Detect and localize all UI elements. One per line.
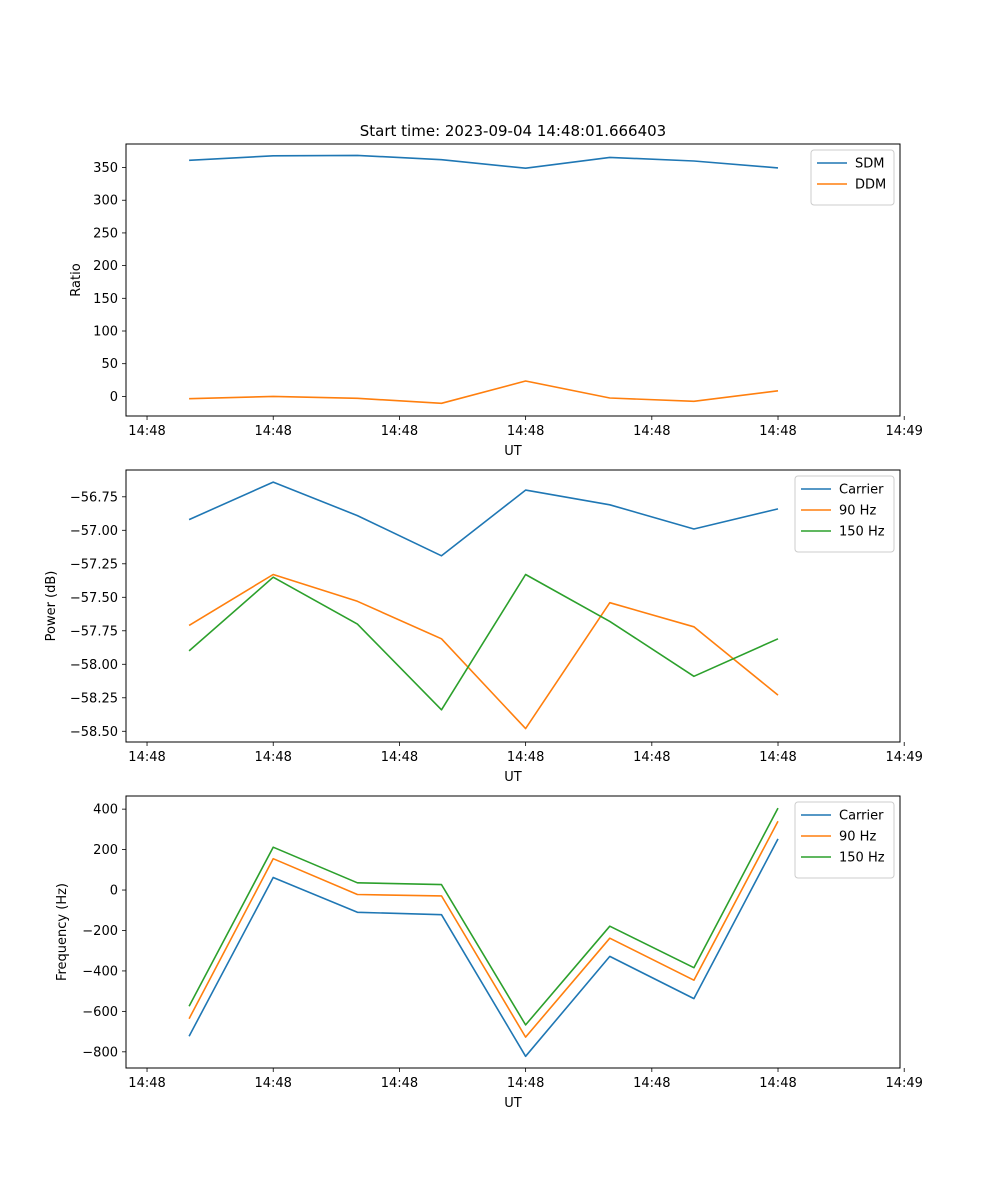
- y-tick-label: 50: [101, 357, 118, 372]
- y-tick-label: −56.75: [70, 490, 118, 505]
- series-line-150-hz: [188, 807, 779, 1026]
- x-tick-label: 14:48: [507, 1076, 544, 1091]
- x-tick-label: 14:48: [381, 1076, 418, 1091]
- y-tick-label: −58.25: [70, 691, 118, 706]
- legend-label: Carrier: [839, 809, 884, 824]
- series-line-90-hz: [188, 573, 779, 730]
- y-tick-label: −800: [82, 1045, 118, 1060]
- plot-area: [125, 143, 901, 417]
- legend-label: SDM: [855, 157, 884, 172]
- figure-title: Start time: 2023-09-04 14:48:01.666403: [360, 122, 666, 140]
- legend-label: 150 Hz: [839, 525, 885, 540]
- legend-label: Carrier: [839, 483, 884, 498]
- y-tick-label: 0: [110, 884, 118, 899]
- y-tick-label: 100: [93, 325, 118, 340]
- y-tick-label: −57.75: [70, 624, 118, 639]
- x-tick-label: 14:48: [507, 424, 544, 439]
- y-tick-label: −57.00: [70, 524, 118, 539]
- y-tick-label: 150: [93, 292, 118, 307]
- y-tick-label: 200: [93, 843, 118, 858]
- x-tick-label: 14:48: [381, 750, 418, 765]
- y-tick-label: 250: [93, 226, 118, 241]
- series-line-150-hz: [188, 573, 779, 711]
- series-line-carrier: [188, 838, 779, 1058]
- x-axis-label: UT: [504, 444, 522, 459]
- y-tick-label: 200: [93, 259, 118, 274]
- y-tick-label: 400: [93, 803, 118, 818]
- x-tick-label: 14:48: [128, 750, 165, 765]
- x-tick-label: 14:48: [381, 424, 418, 439]
- x-tick-label: 14:48: [633, 1076, 670, 1091]
- x-tick-label: 14:48: [759, 424, 796, 439]
- legend: Carrier 90 Hz 150 Hz: [794, 475, 895, 553]
- legend-label: 90 Hz: [839, 504, 876, 519]
- y-tick-label: −200: [82, 924, 118, 939]
- legend-label: 90 Hz: [839, 830, 876, 845]
- y-tick-label: −600: [82, 1005, 118, 1020]
- series-line-carrier: [188, 481, 779, 557]
- y-tick-label: −57.50: [70, 591, 118, 606]
- series-line-90-hz: [188, 820, 779, 1038]
- chart-panel-3: 14:48 14:48 14:48 14:48 14:48 14:48 14:49 −800 −…: [55, 795, 923, 1111]
- y-axis-label: Frequency (Hz): [55, 883, 70, 981]
- x-axis-label: UT: [504, 770, 522, 785]
- legend-box: [794, 801, 895, 879]
- x-tick-label: 14:48: [759, 1076, 796, 1091]
- y-axis-label: Power (dB): [44, 571, 59, 642]
- chart-panel-2: 14:48 14:48 14:48 14:48 14:48 14:48 14:49 −58.5…: [44, 469, 923, 785]
- series-line-sdm: [189, 154, 779, 169]
- y-tick-label: 350: [93, 161, 118, 176]
- x-tick-label: 14:49: [885, 1076, 922, 1091]
- x-tick-label: 14:48: [759, 750, 796, 765]
- x-axis-label: UT: [504, 1096, 522, 1111]
- plot-area: [125, 795, 901, 1069]
- y-tick-label: 300: [93, 194, 118, 209]
- x-tick-label: 14:48: [633, 424, 670, 439]
- legend-box: [794, 475, 895, 553]
- x-tick-label: 14:48: [633, 750, 670, 765]
- chart-panel-1: 14:48 14:48 14:48 14:48 14:48 14:48 14:49 0 50 10…: [69, 143, 923, 459]
- legend-label: DDM: [855, 178, 886, 193]
- legend: Carrier 90 Hz 150 Hz: [794, 801, 895, 879]
- y-tick-label: −57.25: [70, 557, 118, 572]
- x-tick-label: 14:48: [254, 424, 291, 439]
- y-axis-label: Ratio: [69, 263, 84, 296]
- x-tick-label: 14:48: [254, 1076, 291, 1091]
- y-tick-label: −58.00: [70, 658, 118, 673]
- x-tick-label: 14:48: [128, 1076, 165, 1091]
- x-tick-label: 14:48: [254, 750, 291, 765]
- plot-area: [125, 469, 901, 743]
- y-tick-label: −58.50: [70, 725, 118, 740]
- x-tick-label: 14:49: [885, 424, 922, 439]
- y-tick-label: 0: [110, 390, 118, 405]
- y-tick-label: −400: [82, 964, 118, 979]
- series-line-ddm: [189, 380, 779, 405]
- x-tick-label: 14:48: [128, 424, 165, 439]
- legend: SDM DDM: [810, 149, 895, 206]
- legend-label: 150 Hz: [839, 851, 885, 866]
- x-tick-label: 14:49: [885, 750, 922, 765]
- x-tick-label: 14:48: [507, 750, 544, 765]
